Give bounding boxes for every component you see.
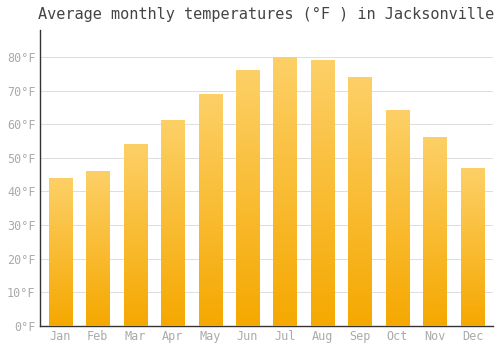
Title: Average monthly temperatures (°F ) in Jacksonville: Average monthly temperatures (°F ) in Ja… <box>38 7 494 22</box>
